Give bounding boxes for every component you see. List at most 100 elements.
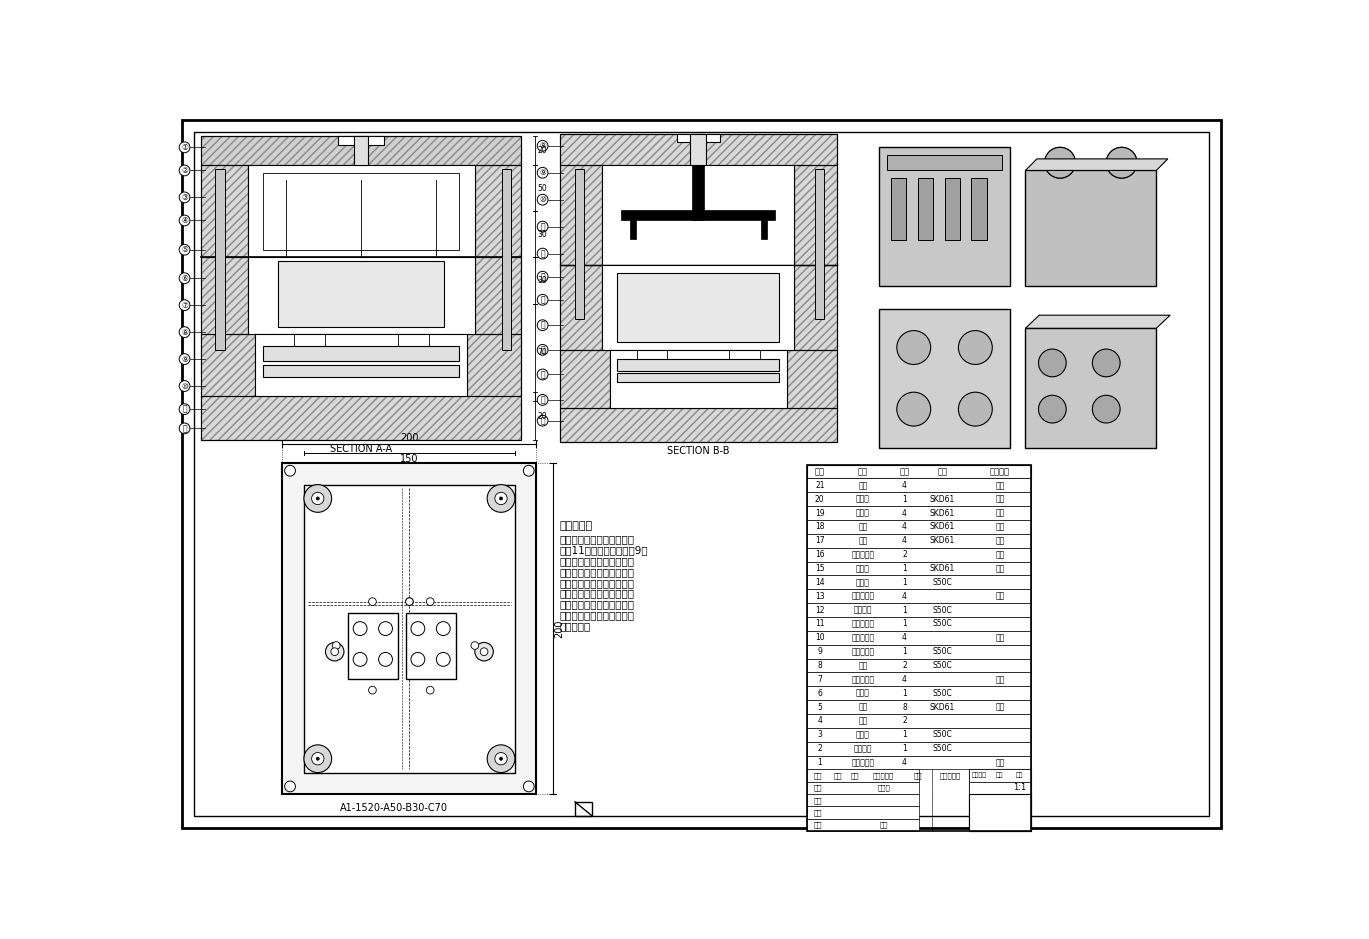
Bar: [609, 350, 787, 408]
Bar: [808, 672, 1031, 686]
Text: 内六角螺丝: 内六角螺丝: [852, 592, 875, 601]
Text: SKD61: SKD61: [930, 536, 954, 546]
Bar: [808, 617, 1031, 631]
Bar: [560, 134, 836, 442]
Text: 重量: 重量: [995, 773, 1003, 778]
Text: 外购: 外购: [995, 522, 1005, 531]
Circle shape: [316, 757, 319, 761]
Circle shape: [411, 653, 424, 667]
Circle shape: [179, 380, 190, 392]
Text: 1: 1: [902, 620, 906, 628]
Bar: [808, 631, 1031, 645]
Text: 14: 14: [815, 577, 824, 587]
Bar: [808, 769, 919, 782]
Bar: [248, 257, 475, 334]
Bar: [808, 479, 1031, 492]
Text: 3: 3: [817, 731, 823, 739]
Bar: [475, 165, 522, 257]
Bar: [405, 613, 456, 679]
Bar: [808, 700, 1031, 714]
Bar: [794, 165, 836, 265]
Circle shape: [179, 165, 190, 176]
Bar: [201, 136, 522, 440]
Text: 数量: 数量: [899, 467, 909, 476]
Bar: [201, 334, 256, 396]
Bar: [808, 794, 919, 807]
Bar: [622, 210, 775, 220]
Text: 名称: 名称: [858, 467, 868, 476]
Text: ⑰: ⑰: [541, 370, 545, 379]
Text: 浇口套: 浇口套: [856, 564, 869, 573]
Bar: [475, 165, 522, 257]
Circle shape: [285, 466, 296, 476]
Circle shape: [285, 781, 296, 792]
Circle shape: [379, 622, 393, 636]
Text: 18: 18: [815, 522, 824, 531]
Text: A1-1520-A50-B30-C70: A1-1520-A50-B30-C70: [340, 803, 448, 813]
Circle shape: [411, 622, 424, 636]
Text: 8: 8: [902, 702, 906, 712]
Bar: [794, 165, 836, 265]
Text: 外购: 外购: [995, 509, 1005, 517]
Circle shape: [487, 745, 515, 773]
Text: 1: 1: [902, 745, 906, 753]
Bar: [215, 169, 225, 350]
Text: 始位置，推杆也回复原位。: 始位置，推杆也回复原位。: [560, 589, 635, 598]
Text: 年、月、日: 年、月、日: [941, 773, 961, 779]
Text: 200: 200: [554, 620, 564, 638]
Text: 2: 2: [902, 716, 906, 726]
Text: 后注塑机继续注塑，完成一: 后注塑机继续注塑，完成一: [560, 610, 635, 620]
Circle shape: [326, 642, 344, 661]
Text: 4: 4: [902, 536, 906, 546]
Text: 签名: 签名: [914, 773, 923, 779]
Text: ⑬: ⑬: [541, 272, 545, 281]
Text: 规格型号: 规格型号: [990, 467, 1010, 476]
Bar: [808, 534, 1031, 547]
Text: SKD61: SKD61: [930, 522, 954, 531]
Text: 向上运动，通过推杆顶出塑: 向上运动，通过推杆顶出塑: [560, 556, 635, 566]
Text: 6: 6: [817, 689, 823, 698]
Bar: [808, 742, 1031, 756]
Text: 内六角螺丝: 内六角螺丝: [852, 550, 875, 559]
Circle shape: [353, 622, 367, 636]
Text: ⑪: ⑪: [541, 223, 545, 231]
Bar: [560, 265, 602, 350]
Text: 12: 12: [815, 606, 824, 615]
Bar: [808, 465, 1031, 831]
Bar: [617, 359, 779, 372]
Circle shape: [537, 295, 548, 305]
Text: 4: 4: [902, 633, 906, 642]
Text: 16: 16: [815, 550, 824, 559]
Text: 设计: 设计: [815, 785, 823, 792]
Bar: [1025, 329, 1157, 448]
Circle shape: [179, 423, 190, 434]
Bar: [691, 165, 704, 220]
Bar: [808, 686, 1031, 700]
Text: 1: 1: [817, 758, 823, 767]
Text: 导套: 导套: [858, 536, 868, 546]
Bar: [263, 173, 460, 250]
Circle shape: [958, 331, 993, 364]
Circle shape: [437, 653, 450, 667]
Text: S50C: S50C: [932, 745, 951, 753]
Text: SKD61: SKD61: [930, 495, 954, 503]
Bar: [560, 350, 609, 408]
Bar: [602, 265, 794, 350]
Text: 2: 2: [902, 550, 906, 559]
Text: 外购: 外购: [995, 675, 1005, 684]
Text: 标记: 标记: [815, 773, 823, 779]
Text: 9: 9: [817, 647, 823, 656]
Bar: [969, 769, 1031, 782]
Bar: [201, 165, 248, 257]
Text: 4: 4: [902, 522, 906, 531]
Circle shape: [537, 222, 548, 232]
Bar: [201, 396, 522, 440]
Bar: [808, 576, 1031, 590]
Text: 4: 4: [902, 592, 906, 601]
Bar: [502, 169, 511, 350]
Circle shape: [1106, 147, 1138, 178]
Text: 外购: 外购: [995, 633, 1005, 642]
Text: ⑮: ⑮: [541, 321, 545, 330]
Text: 序号: 序号: [815, 467, 824, 476]
Text: 审核: 审核: [815, 809, 823, 816]
